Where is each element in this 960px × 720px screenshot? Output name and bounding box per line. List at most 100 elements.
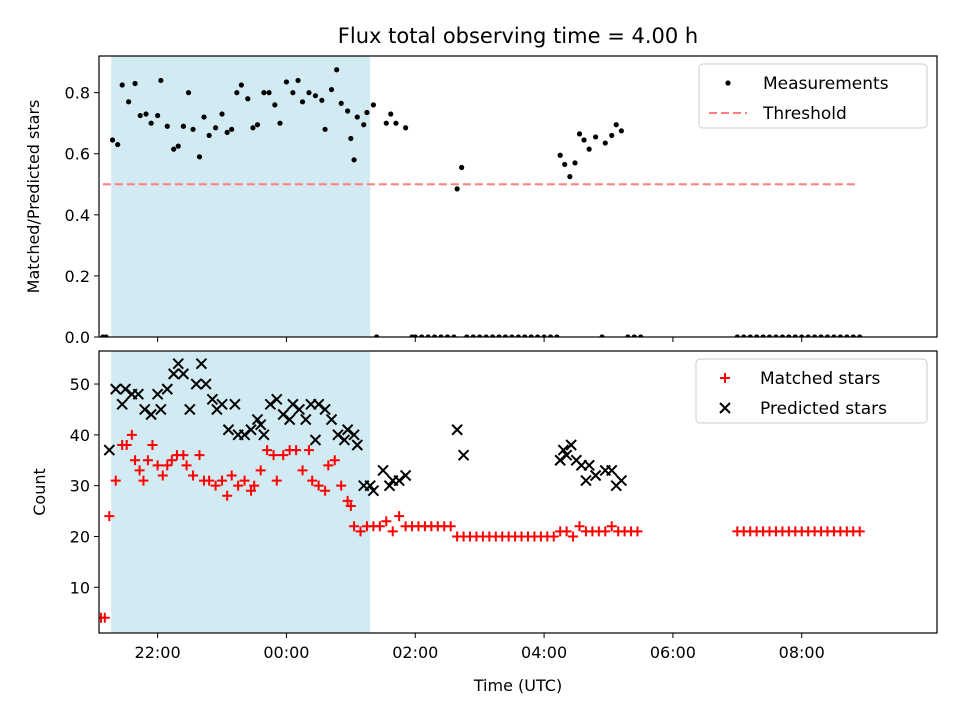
data-point <box>271 393 283 405</box>
data-point <box>425 334 431 337</box>
data-point <box>766 334 773 337</box>
data-point <box>201 114 207 120</box>
data-point <box>148 120 154 126</box>
data-point <box>110 475 121 486</box>
data-point <box>104 511 115 522</box>
series-predicted-stars <box>103 357 628 497</box>
data-point <box>541 334 547 337</box>
data-point <box>399 469 412 482</box>
data-point <box>593 134 599 140</box>
data-point <box>268 450 279 461</box>
data-point <box>345 500 356 511</box>
data-point <box>188 470 199 481</box>
data-point <box>295 77 301 84</box>
data-point <box>262 445 273 456</box>
data-point <box>850 334 856 337</box>
data-point <box>143 111 149 117</box>
data-point <box>271 475 282 486</box>
data-point <box>219 111 225 117</box>
data-point <box>548 531 559 542</box>
data-point <box>171 146 177 152</box>
data-point <box>349 521 360 532</box>
data-point <box>155 112 161 119</box>
data-point <box>489 334 496 337</box>
data-point <box>181 460 192 471</box>
data-point <box>320 485 331 496</box>
legend: Measurements Threshold <box>698 63 928 129</box>
data-point <box>535 334 541 337</box>
data-point <box>134 465 145 476</box>
data-point <box>178 450 189 461</box>
data-point <box>293 403 306 416</box>
series-matched-stars <box>99 429 865 623</box>
data-point <box>212 125 219 131</box>
data-point <box>586 146 592 152</box>
data-point <box>299 99 306 105</box>
legend-swatch <box>725 80 731 86</box>
legend-swatch <box>720 373 730 383</box>
data-point <box>613 122 619 128</box>
data-point <box>581 137 587 143</box>
data-point <box>760 334 766 337</box>
data-point <box>374 334 380 337</box>
data-point <box>773 334 779 337</box>
data-point <box>283 413 296 426</box>
data-point <box>115 141 121 148</box>
panel-counts: 22:00 00:00 02:00 04:00 06:00 08:00 10 20 30 40 50… <box>30 350 938 695</box>
data-point <box>172 357 184 370</box>
data-point <box>126 429 137 440</box>
data-point <box>747 334 753 337</box>
y-tick-label: 30 <box>70 477 90 496</box>
data-point <box>361 122 367 128</box>
data-point <box>388 111 394 117</box>
data-point <box>572 160 578 166</box>
x-tick-label: 02:00 <box>392 643 438 662</box>
data-point <box>323 460 334 471</box>
data-point <box>583 459 595 472</box>
data-point <box>345 108 351 114</box>
data-point <box>574 521 585 532</box>
data-point <box>457 449 470 461</box>
data-point <box>342 495 353 506</box>
data-point <box>638 334 644 337</box>
data-point <box>528 334 534 337</box>
data-point <box>383 120 389 126</box>
data-point <box>561 526 572 537</box>
x-tick-label: 00:00 <box>263 643 309 662</box>
data-point <box>249 480 260 491</box>
data-point <box>818 334 824 337</box>
data-point <box>184 403 196 416</box>
data-point <box>348 429 360 441</box>
data-point <box>137 112 143 119</box>
data-point <box>177 368 190 380</box>
data-point <box>483 334 489 337</box>
panel-ratio: 0.0 0.2 0.4 0.6 0.8 Matched/Predicted stars Me… <box>24 55 938 347</box>
data-point <box>266 90 272 96</box>
data-point <box>132 80 138 87</box>
data-point <box>547 334 554 337</box>
data-point <box>824 334 831 337</box>
data-point <box>351 157 357 163</box>
data-point <box>226 470 237 481</box>
data-point <box>589 469 602 482</box>
data-point <box>180 123 186 129</box>
data-point <box>609 132 615 139</box>
data-point <box>632 526 643 537</box>
data-point <box>364 109 370 116</box>
data-point <box>152 460 163 471</box>
legend-box <box>698 63 928 129</box>
data-point <box>303 445 314 456</box>
data-point <box>515 334 521 337</box>
y-tick-label: 20 <box>70 527 90 546</box>
data-point <box>145 408 157 421</box>
y-tick-label: 40 <box>70 426 90 445</box>
data-point <box>222 424 235 436</box>
data-point <box>445 521 456 532</box>
data-point <box>109 137 116 143</box>
y-axis-label: Matched/Predicted stars <box>24 100 43 294</box>
data-point <box>568 531 579 542</box>
data-point <box>195 357 208 370</box>
y-tick-label: 10 <box>70 578 90 597</box>
observing-window-span <box>111 351 371 633</box>
data-point <box>454 186 460 192</box>
